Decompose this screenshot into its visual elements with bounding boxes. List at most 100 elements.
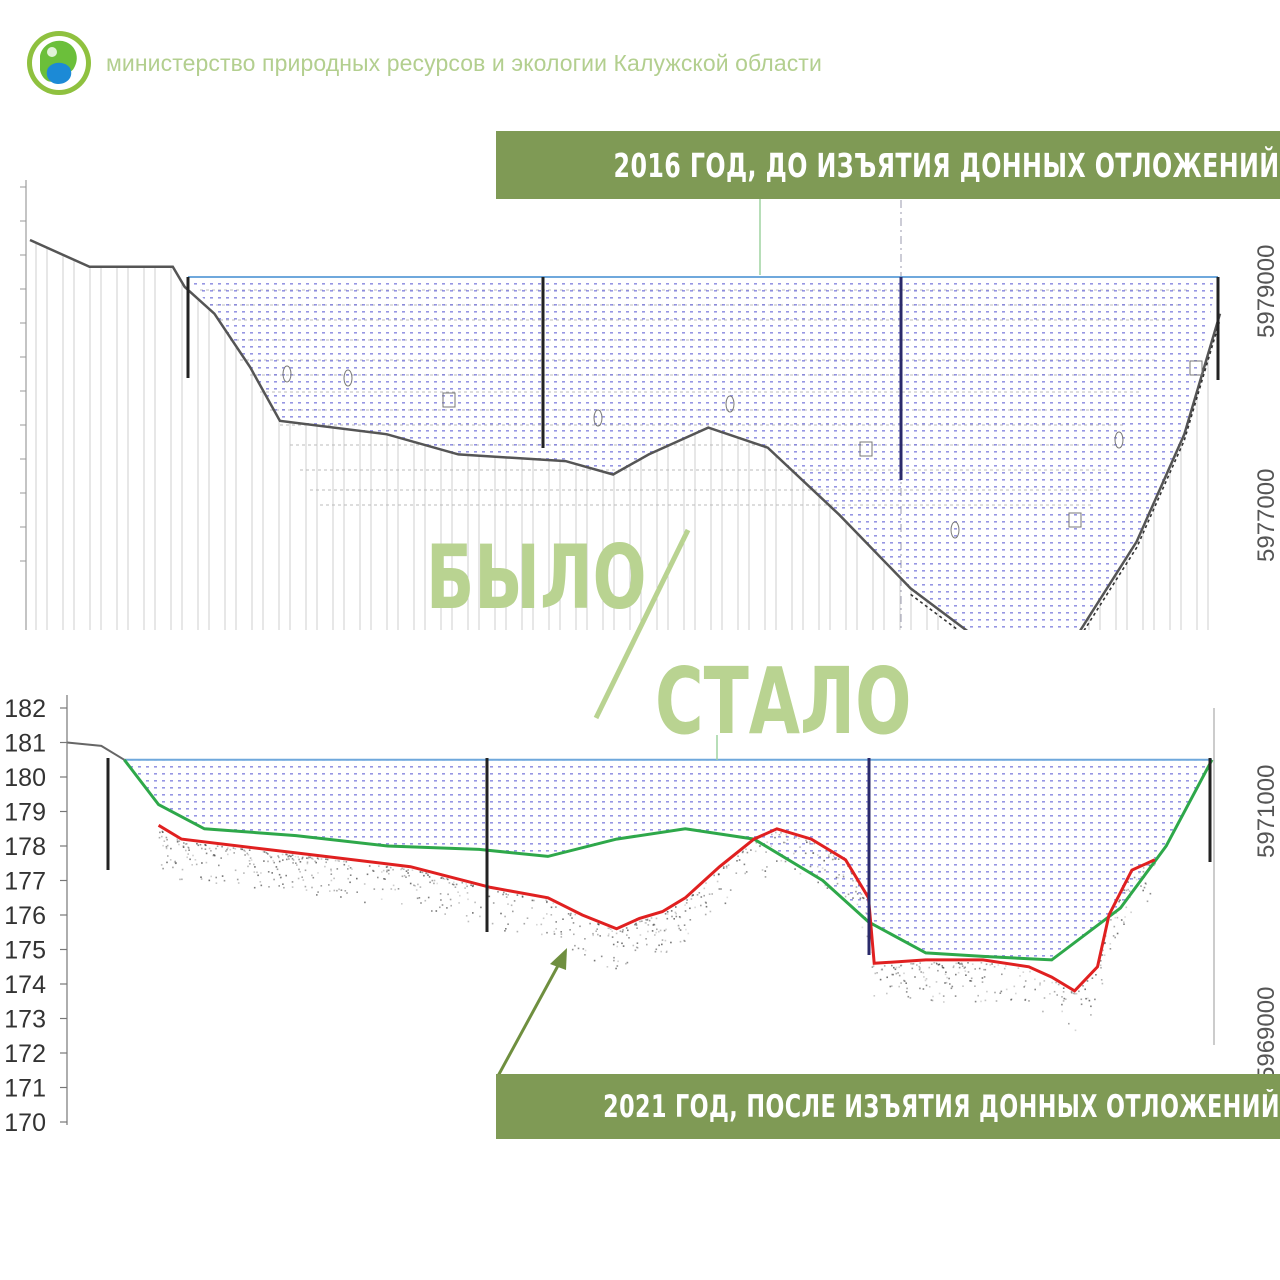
sonar-dot [981,981,984,983]
sonar-dot [571,948,574,951]
sonar-dot [400,868,402,871]
sonar-dot [636,942,639,944]
sonar-dot [386,870,388,873]
sonar-dot [1017,967,1020,969]
sonar-dot [512,910,514,913]
y-tick-label: 177 [4,868,46,896]
sonar-dot [873,995,876,997]
sonar-dot [241,848,244,851]
sonar-dot [824,884,827,887]
sonar-dot [457,891,459,893]
sonar-dot [286,853,288,856]
sonar-dot [345,861,348,863]
sonar-dot [317,858,320,860]
sonar-dot [954,995,957,997]
sonar-dot [989,964,992,966]
right-axis-label-5977000: 5977000 [1253,469,1280,562]
sonar-dot [612,943,615,946]
sonar-dot [487,888,490,891]
sonar-dot [1102,949,1104,952]
sonar-dot [298,868,300,871]
sonar-dot [560,933,563,935]
sonar-dot [166,838,168,841]
sonar-dot [690,898,693,900]
sonar-dot [930,999,933,1001]
sonar-dot [632,944,635,947]
sonar-dot [420,902,422,904]
sonar-dot [1023,986,1025,988]
sonar-dot [611,930,613,932]
sonar-dot [170,847,172,850]
sonar-dot [703,894,705,897]
sonar-dot [447,878,449,881]
sonar-dot [683,924,686,926]
layer-marker [950,521,960,539]
sonar-dot [166,861,168,864]
sonar-dot [980,1000,982,1003]
sonar-dot [292,859,295,861]
sonar-dot [316,894,318,896]
sonar-dot [1061,996,1063,998]
sonar-dot [291,881,294,883]
sonar-dot [366,873,369,876]
sonar-dot [301,856,304,859]
sonar-dot [324,865,326,868]
sonar-dot [166,844,169,847]
sonar-dot [176,841,179,843]
sonar-dot [592,934,594,937]
sonar-dot [584,938,586,940]
sonar-dot [647,930,649,933]
sonar-dot [861,926,864,929]
sonar-dot [267,853,269,855]
sonar-dot [928,986,931,988]
sonar-dot [488,895,491,898]
sonar-dot [419,871,422,873]
sonar-dot [419,886,422,888]
sonar-dot [233,852,235,854]
sonar-dot [199,843,202,846]
sonar-dot [729,889,732,891]
sonar-dot [419,871,422,873]
sonar-dot [1112,935,1115,937]
sonar-dot [249,857,252,859]
sonar-dot [299,871,301,873]
sonar-dot [666,913,669,915]
title-2016: 2016 ГОД, ДО ИЗЪЯТИЯ ДОННЫХ ОТЛОЖЕНИЙ [613,145,1280,185]
sonar-dot [665,928,667,931]
sonar-dot [694,906,696,909]
sonar-dot [645,938,647,940]
sonar-dot [627,929,629,932]
sonar-dot [467,920,470,923]
sonar-dot [1034,988,1036,991]
sonar-dot [273,878,275,881]
sonar-dot [447,893,449,896]
sonar-dot [315,861,317,864]
sonar-dot [431,910,433,912]
sonar-dot [418,897,421,899]
sonar-dot [329,890,331,892]
sonar-dot [467,898,469,901]
sonar-dot [1114,936,1116,939]
sonar-dot [453,883,455,886]
sonar-dot [900,964,903,967]
sonar-dot [472,912,474,914]
sonar-dot [286,858,288,861]
sonar-dot [174,860,176,863]
sonar-dot [613,956,615,959]
sonar-dot [615,932,618,935]
sonar-dot [696,894,699,896]
sonar-dot [675,906,677,908]
sonar-dot [891,985,893,987]
sonar-dot [799,872,802,875]
sonar-dot [646,943,648,946]
sonar-dot [1100,979,1103,981]
sonar-dot [562,918,564,920]
sonar-dot [703,887,706,890]
sonar-dot [570,912,572,915]
sonar-dot [349,874,352,876]
sonar-dot [1072,992,1075,995]
sonar-dot [969,980,971,982]
sonar-dot [653,924,656,926]
layer-marker [1189,360,1203,376]
sonar-dot [182,845,185,847]
